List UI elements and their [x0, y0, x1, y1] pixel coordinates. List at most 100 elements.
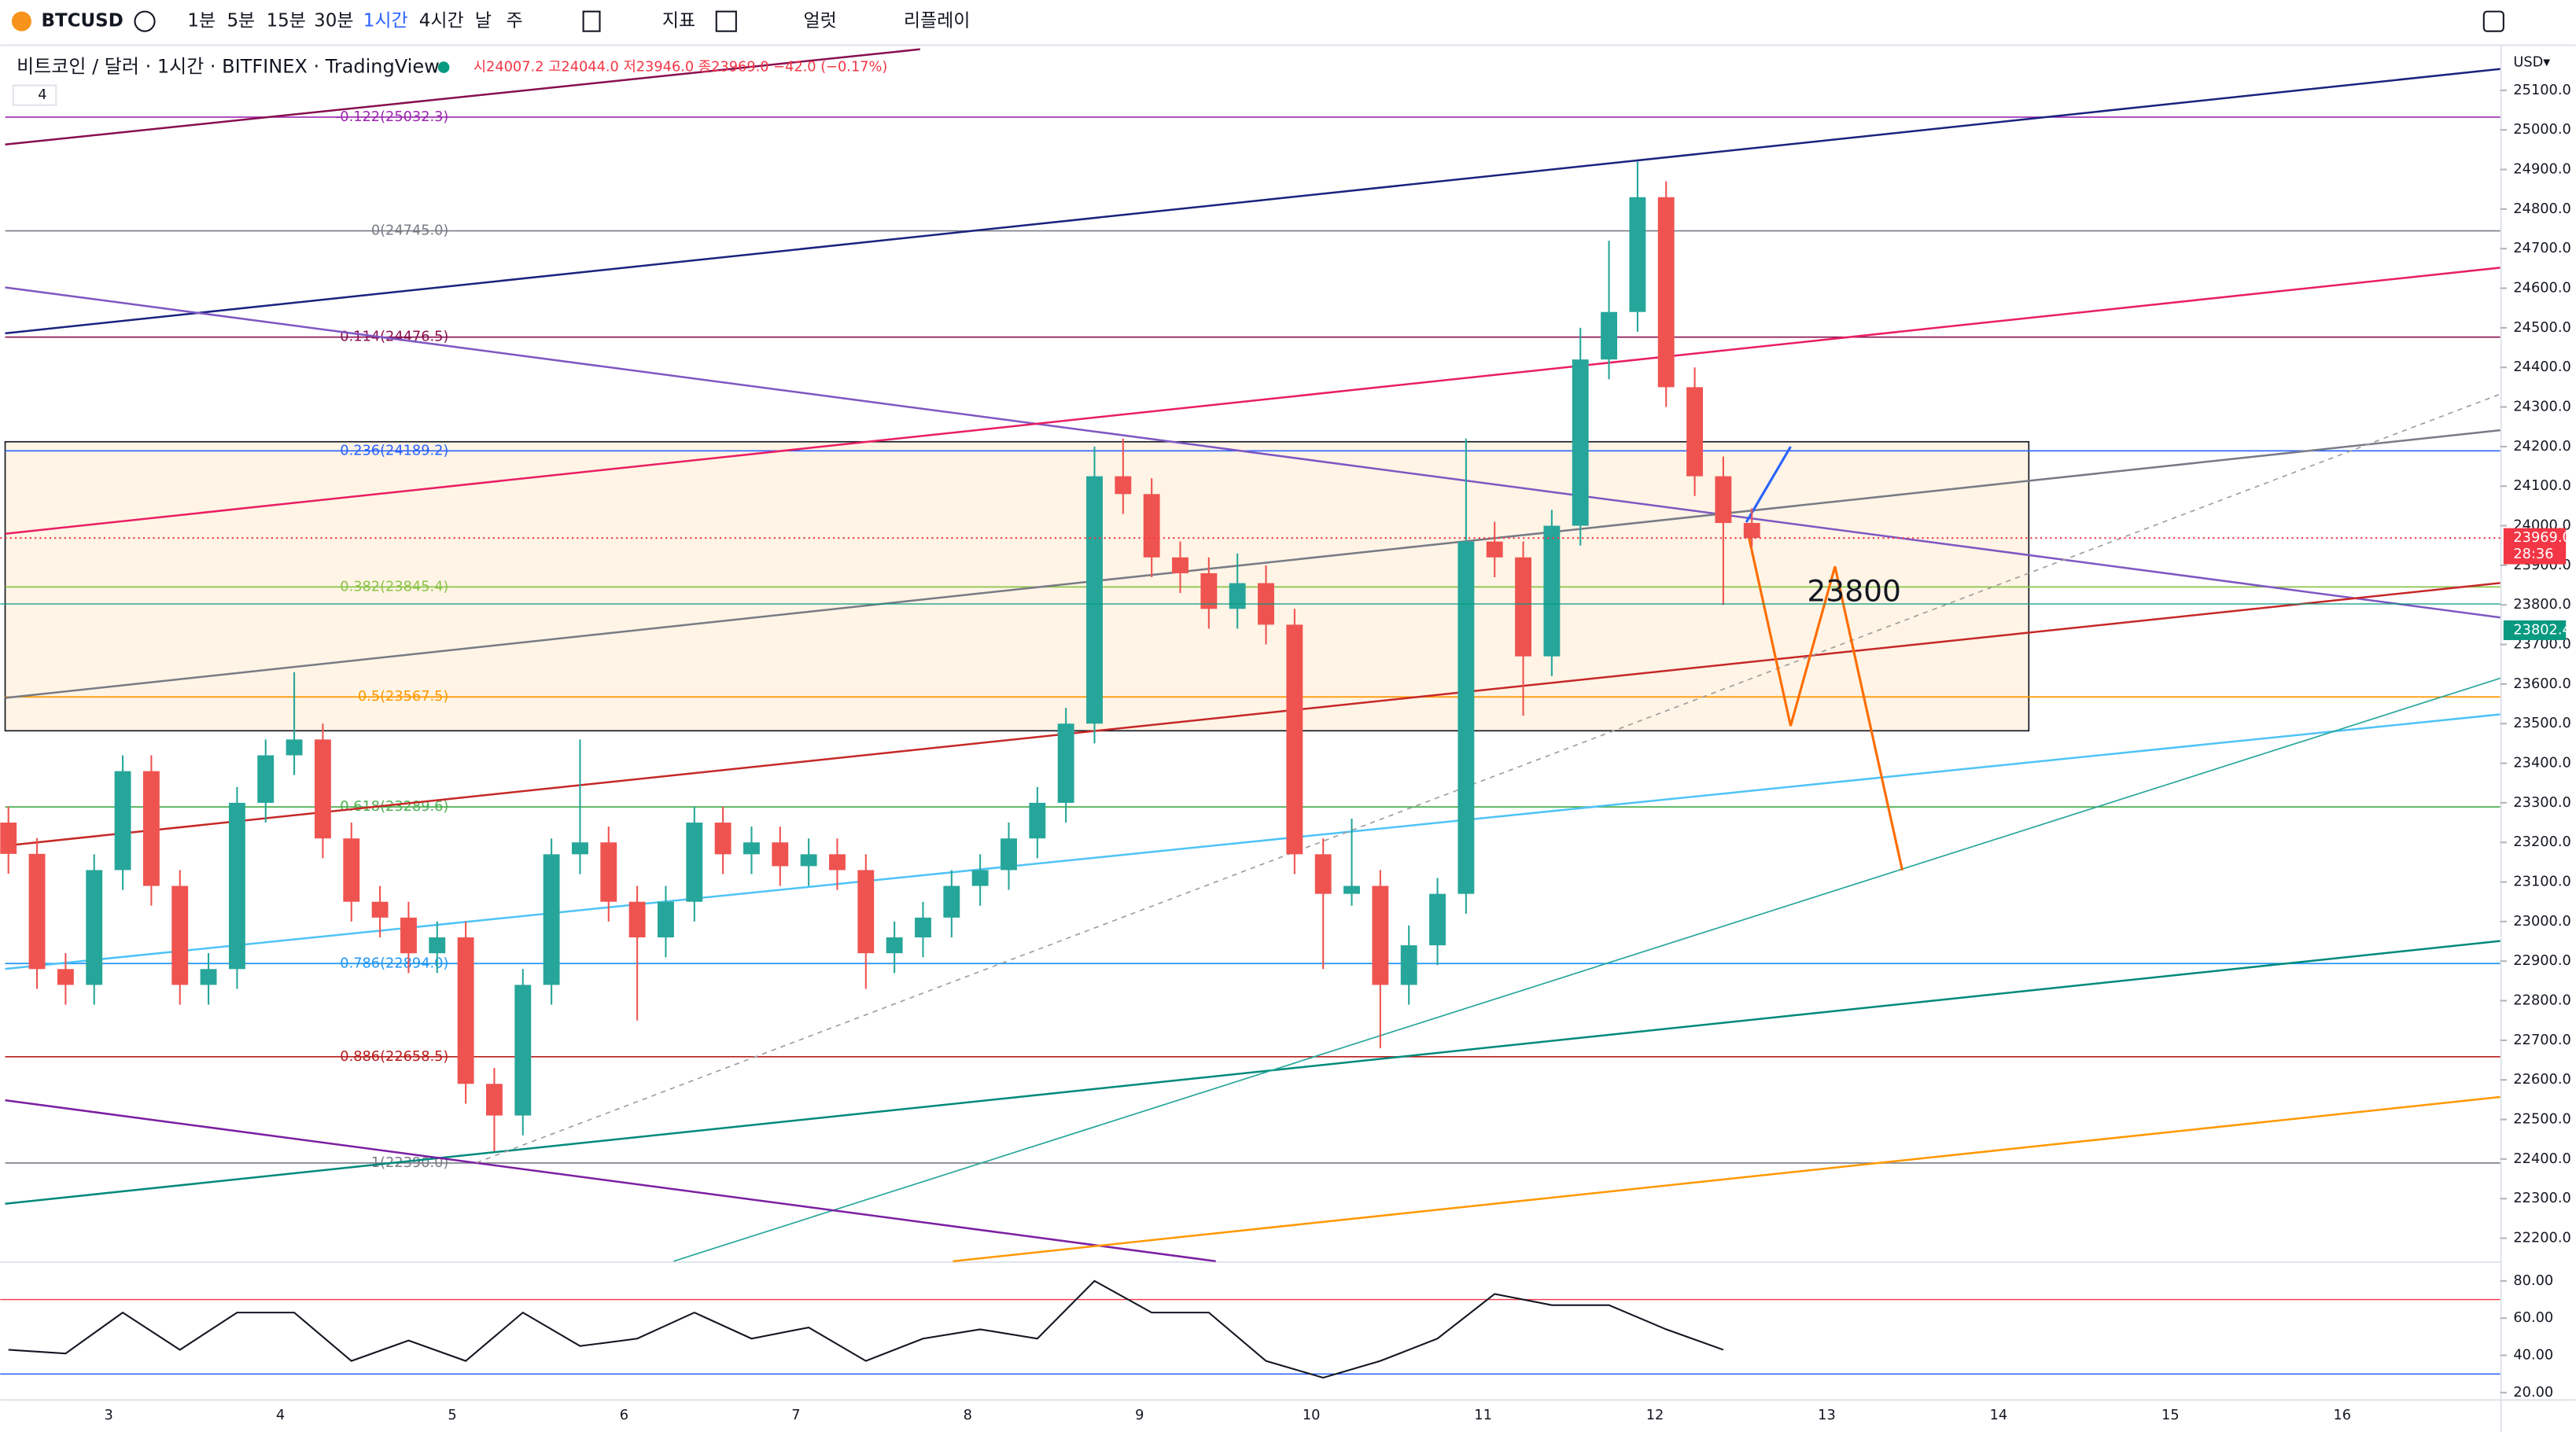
trend-line: [5, 1099, 1216, 1263]
date-label: 15: [2161, 1408, 2180, 1423]
candle-body: [743, 842, 760, 855]
price-tick-label: 22700.0: [2513, 1033, 2570, 1048]
trend-line: [5, 940, 2500, 1205]
candle-body: [915, 917, 931, 938]
alert-button[interactable]: 얼럿: [803, 11, 836, 31]
candle-body: [314, 739, 331, 839]
trend-line: [5, 286, 2500, 619]
candle-body: [200, 969, 217, 985]
candle-body: [400, 917, 417, 954]
interval-button[interactable]: 4시간: [419, 11, 464, 31]
date-label: 8: [964, 1408, 972, 1423]
price-tick-label: 23300.0: [2513, 795, 2570, 811]
fib-label: 0.786(22894.0): [340, 955, 448, 971]
candle-body: [800, 854, 817, 867]
price-tick-label: 23100.0: [2513, 874, 2570, 890]
candle-body: [1429, 893, 1446, 946]
price-tick-label: 23000.0: [2513, 914, 2570, 930]
candle-body: [1001, 838, 1017, 871]
chart-type-button[interactable]: [582, 10, 601, 32]
interval-button[interactable]: 날: [475, 11, 492, 31]
candle-body: [485, 1084, 503, 1116]
rsi-line: [8, 1279, 1724, 1379]
candle-body: [1314, 854, 1332, 894]
candle-body: [1057, 723, 1074, 803]
trend-line: [5, 48, 920, 146]
candle-body: [1715, 476, 1732, 524]
candle-body: [286, 739, 303, 756]
price-tick-label: 23600.0: [2513, 676, 2570, 692]
candle-body: [714, 823, 732, 855]
interval-button[interactable]: 5분: [227, 11, 255, 31]
candle-body: [1200, 572, 1218, 609]
interval-button[interactable]: 1분: [187, 11, 216, 31]
interval-button[interactable]: 30분: [314, 11, 353, 31]
candle-body: [658, 901, 674, 938]
price-tick-label: 24800.0: [2513, 201, 2570, 217]
add-symbol[interactable]: [134, 10, 156, 32]
fib-label: -0.122(25032.3): [335, 109, 448, 125]
price-tick-label: 23800.0: [2513, 597, 2570, 613]
legend-ohlc: 시24007.2 고24044.0 저23946.0 종23969.0 −42.…: [474, 59, 888, 75]
layout-button[interactable]: [715, 10, 737, 32]
candle-body: [572, 842, 588, 855]
trend-line: [953, 1095, 2500, 1263]
price-tick-label: 23200.0: [2513, 834, 2570, 850]
replay-button[interactable]: 리플레이: [904, 11, 971, 31]
candle-body: [886, 937, 903, 954]
forecast-path: [1745, 525, 1904, 871]
price-tick-label: 22400.0: [2513, 1151, 2570, 1167]
price-tick-label: 22600.0: [2513, 1072, 2570, 1088]
currency-label[interactable]: USD▾: [2513, 54, 2550, 70]
interval-button[interactable]: 주: [506, 11, 522, 31]
candle-body: [1629, 197, 1646, 312]
trend-line: [673, 677, 2500, 1262]
candle-body: [1543, 525, 1561, 657]
indicator-toggle[interactable]: [12, 84, 57, 106]
candle-body: [1743, 523, 1760, 539]
candle-body: [1343, 885, 1360, 894]
candle-body: [1143, 494, 1160, 558]
price-tick-label: 24200.0: [2513, 439, 2570, 455]
ma-price-box: [2503, 620, 2567, 640]
rsi-tick-label: 20.00: [2513, 1385, 2553, 1401]
price-tick-label: 24300.0: [2513, 399, 2570, 415]
trend-line: [476, 393, 2500, 1164]
fib-label: 0(24745.0): [371, 223, 449, 239]
price-tick-label: 22800.0: [2513, 993, 2570, 1009]
trend-line: [5, 429, 2500, 699]
candle-body: [543, 854, 560, 985]
fullscreen-button[interactable]: [2482, 10, 2504, 32]
candle-body: [600, 842, 617, 902]
candle-body: [28, 853, 46, 970]
indicator-count: 4: [38, 87, 46, 103]
fib-label: 0.618(23289.6): [340, 799, 448, 815]
date-label: 3: [104, 1408, 112, 1423]
fib-label: 0.114(24476.5): [340, 329, 448, 345]
annotation: 23800: [1807, 573, 1901, 608]
rsi-tick-label: 80.00: [2513, 1273, 2553, 1289]
interval-button[interactable]: 15분: [267, 11, 306, 31]
date-label: 13: [1818, 1408, 1836, 1423]
rsi-tick-label: 60.00: [2513, 1310, 2553, 1326]
candle-body: [0, 823, 17, 854]
candle-body: [1572, 359, 1589, 526]
price-tick-label: 23500.0: [2513, 716, 2570, 731]
date-label: 6: [620, 1408, 628, 1423]
price-tick-label: 24100.0: [2513, 478, 2570, 494]
candle-body: [628, 901, 646, 938]
fib-label: 0.236(24189.2): [340, 443, 448, 458]
indicators-button[interactable]: 지표: [662, 11, 695, 31]
candle-body: [1601, 311, 1617, 360]
market-status: [437, 61, 450, 73]
candle-body: [514, 985, 532, 1116]
price-tick-label: 24600.0: [2513, 281, 2570, 296]
fib-label: 0.5(23567.5): [358, 689, 448, 705]
symbol[interactable]: BTCUSD: [41, 11, 123, 31]
candle-body: [86, 870, 103, 985]
trend-line: [5, 713, 2500, 970]
candle-body: [142, 771, 160, 886]
interval-button[interactable]: 1시간: [363, 11, 408, 31]
candle-body: [1458, 541, 1475, 894]
